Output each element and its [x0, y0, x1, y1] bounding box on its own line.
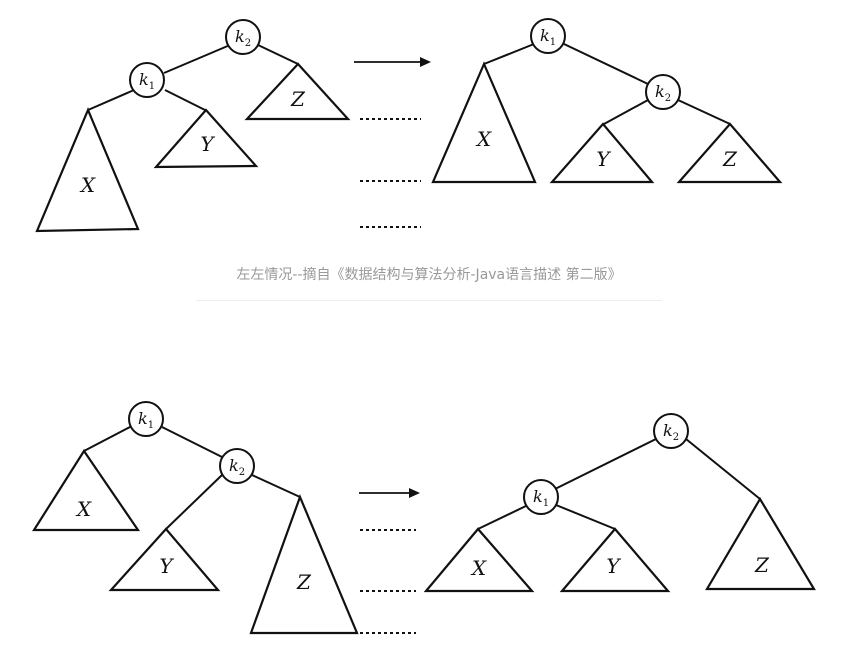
after-node-child-label: k2 [655, 82, 671, 104]
subtree-y: Y [153, 108, 259, 169]
edge-k1-y [164, 89, 206, 111]
after-subtree-y-label: Y [596, 147, 611, 171]
subtree-x-label: X [79, 173, 96, 197]
rotation-diagram-top-svg: X Y Z k2 k1 X Y Z k1 [35, 18, 783, 233]
b-after-subtree-y: Y [559, 527, 671, 593]
after-subtree-x: X [431, 61, 537, 184]
b-subtree-y-label: Y [159, 554, 174, 578]
b-after-node-child-label: k1 [533, 487, 549, 509]
after-node-root: k1 [530, 18, 566, 54]
after-node-child: k2 [645, 74, 681, 110]
rotation-diagram-bottom: X Y Z k1 k2 X Y Z k2 [0, 385, 842, 668]
node-child: k1 [129, 62, 165, 98]
b-after-subtree-y-label: Y [606, 554, 621, 578]
node-child-label: k1 [139, 70, 155, 92]
after-edge-k2-z [677, 99, 731, 125]
after-edge-k1-x [483, 43, 535, 65]
after-edge-k2-y [603, 99, 649, 125]
after-edge-k1-k2 [563, 43, 649, 85]
b-edge-k1-k2 [161, 426, 223, 458]
figure-caption: 左左情况--摘自《数据结构与算法分析-Java语言描述 第二版》 [196, 258, 662, 301]
rotation-diagram-bottom-svg: X Y Z k1 k2 X Y Z k2 [32, 401, 816, 635]
b-after-node-root-label: k2 [663, 421, 679, 443]
edge-k2-k1 [163, 44, 231, 74]
after-subtree-z-label: Z [722, 147, 738, 171]
rotation-diagram-top: X Y Z k2 k1 X Y Z k1 [0, 0, 842, 245]
after-subtree-z: Z [676, 122, 783, 184]
transform-arrow [354, 57, 431, 67]
b-after-subtree-z-label: Z [754, 553, 770, 577]
b-after-edge-k1-y [555, 504, 616, 530]
b-after-edge-k2-z [685, 438, 761, 500]
b-subtree-z: Z [249, 493, 359, 635]
b-after-node-root: k2 [653, 413, 689, 449]
b-node-child-label: k2 [229, 456, 245, 478]
subtree-y-label: Y [200, 132, 215, 156]
b-after-subtree-x-label: X [470, 556, 487, 580]
b-subtree-x-label: X [75, 497, 92, 521]
subtree-x: X [35, 107, 140, 233]
b-node-child: k2 [219, 448, 255, 484]
b-subtree-x: X [32, 448, 141, 532]
b-node-root-label: k1 [138, 409, 154, 431]
node-root: k2 [225, 19, 261, 55]
b-subtree-z-label: Z [296, 570, 312, 594]
after-subtree-y: Y [549, 122, 655, 184]
b-transform-arrow [359, 488, 420, 498]
b-after-edge-k1-x [477, 504, 529, 530]
edge-k2-z [257, 44, 299, 65]
b-edge-k1-x [83, 426, 131, 452]
subtree-z-label: Z [290, 87, 306, 111]
b-node-root: k1 [128, 401, 164, 437]
b-after-node-child: k1 [523, 479, 559, 515]
edge-k1-x [87, 89, 135, 111]
b-subtree-y: Y [108, 527, 221, 592]
b-after-subtree-x: X [423, 527, 535, 593]
b-edge-k2-z [251, 474, 301, 498]
b-after-subtree-z: Z [705, 496, 816, 591]
node-root-label: k2 [235, 27, 251, 49]
b-after-edge-k2-k1 [554, 438, 657, 490]
after-subtree-x-label: X [475, 127, 492, 151]
after-node-root-label: k1 [540, 26, 556, 48]
subtree-z: Z [244, 62, 351, 121]
b-edge-k2-y [165, 474, 223, 530]
